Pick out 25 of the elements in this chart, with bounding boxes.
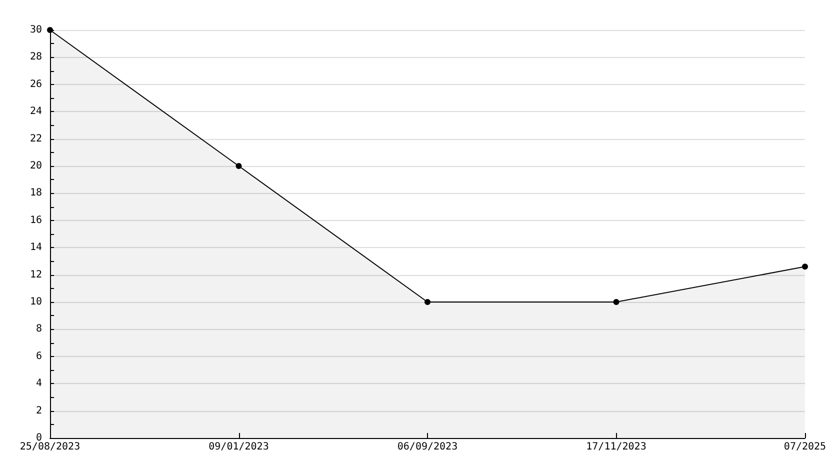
point (613, 299, 620, 305)
x-tick-label: 06/09/2023 (397, 442, 458, 452)
x-tick-label: 09/01/2023 (208, 442, 269, 452)
y-tick-label: 12 (30, 269, 42, 280)
y-tick-label: 26 (30, 78, 42, 90)
y-tick-label: 30 (30, 24, 42, 36)
point (424, 299, 430, 305)
y-tick-label: 10 (30, 296, 42, 308)
point (802, 264, 808, 270)
y-tick-label: 8 (36, 324, 42, 335)
y-tick-label: 18 (30, 188, 42, 199)
y-tick-label: 0 (36, 432, 42, 444)
y-tick-label: 22 (30, 133, 42, 144)
x-tick-label: 25/08/2023 (20, 442, 80, 452)
y-tick-label: 28 (30, 52, 42, 63)
x-tick-label: 07/2025 (784, 442, 826, 452)
y-tick-label: 4 (36, 378, 42, 390)
x-tick-label: 17/11/2023 (586, 442, 646, 452)
y-tick-label: 16 (30, 214, 42, 226)
y-tick-label: 2 (36, 405, 42, 416)
point (236, 163, 242, 169)
y-tick-label: 24 (30, 106, 42, 118)
y-tick-label: 6 (36, 350, 42, 362)
y-tick-label: 20 (30, 160, 42, 172)
y-tick-label: 14 (30, 242, 42, 254)
